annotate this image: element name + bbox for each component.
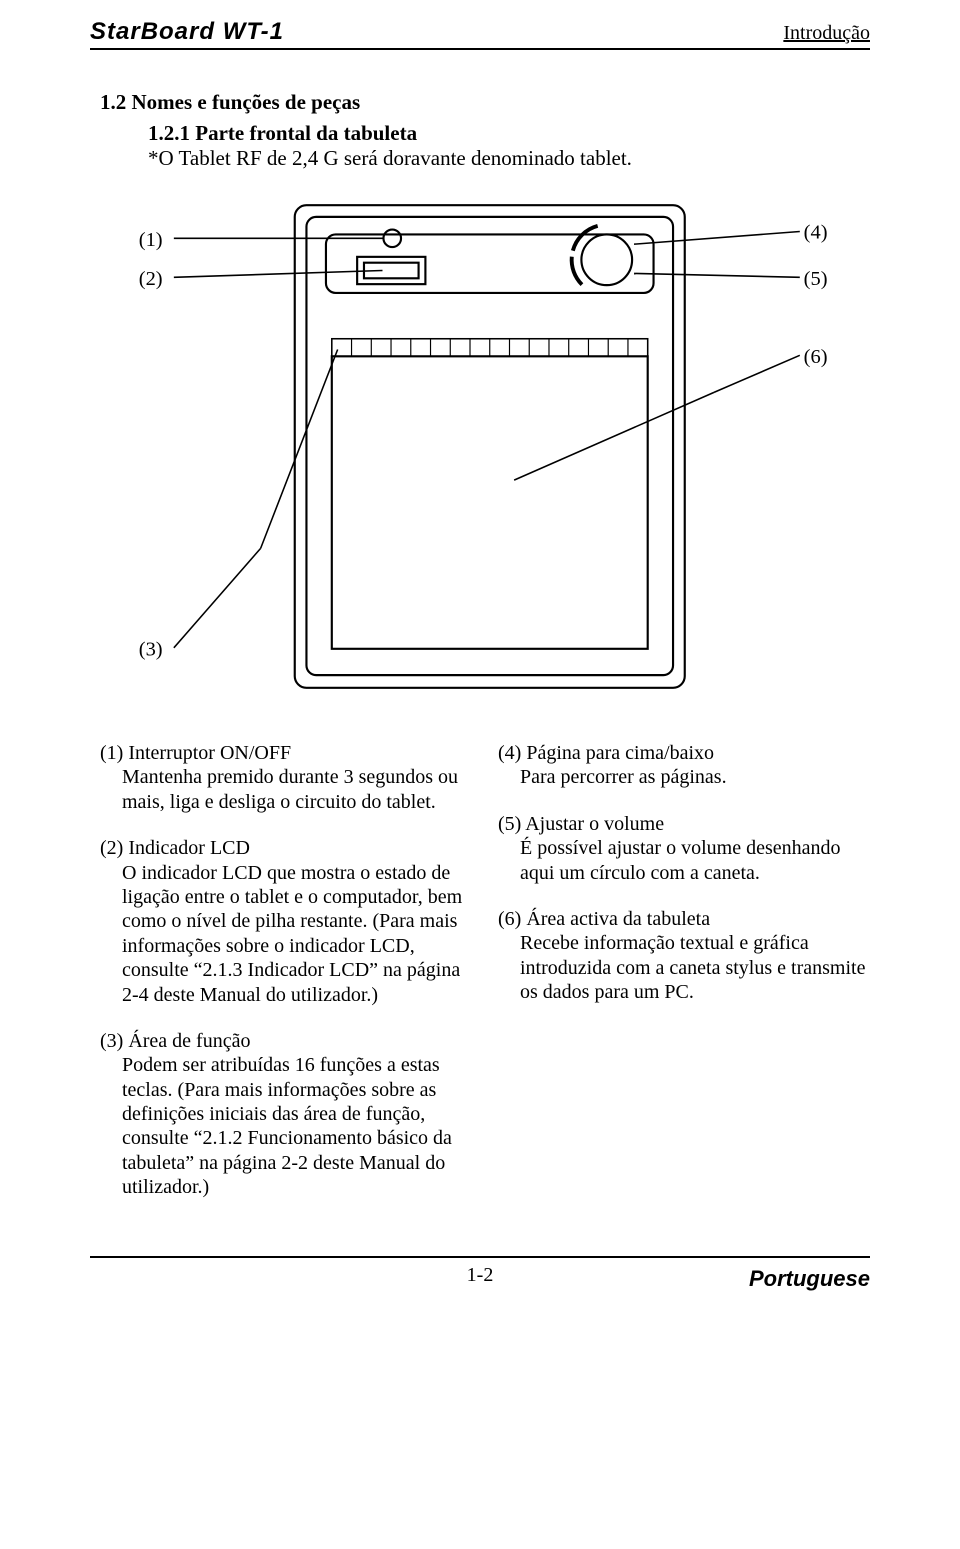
item-6-body: Recebe informação textual e gráfica intr… bbox=[520, 931, 870, 1004]
svg-text:(2): (2) bbox=[139, 268, 163, 290]
item-5: (5) Ajustar o volume É possível ajustar … bbox=[498, 812, 870, 885]
subsection-note: *O Tablet RF de 2,4 G será doravante den… bbox=[148, 146, 870, 171]
page: StarBoard WT-1 Introdução 1.2 Nomes e fu… bbox=[0, 0, 960, 1326]
item-3-body: Podem ser atribuídas 16 funções a estas … bbox=[122, 1053, 472, 1199]
item-4-body: Para percorrer as páginas. bbox=[520, 765, 870, 789]
svg-text:(3): (3) bbox=[139, 639, 163, 661]
item-5-body: É possível ajustar o volume desenhando a… bbox=[520, 836, 870, 885]
subsection: 1.2.1 Parte frontal da tabuleta *O Table… bbox=[148, 121, 870, 171]
item-1: (1) Interruptor ON/OFF Mantenha premido … bbox=[100, 741, 472, 814]
right-column: (4) Página para cima/baixo Para percorre… bbox=[498, 741, 870, 1222]
item-2-lead: (2) Indicador LCD bbox=[100, 836, 472, 860]
section-title: 1.2 Nomes e funções de peças bbox=[100, 90, 870, 115]
footer: 1-2 Portuguese bbox=[90, 1256, 870, 1296]
item-1-body: Mantenha premido durante 3 segundos ou m… bbox=[122, 765, 472, 814]
diagram: (1) (2) (3) (4) (5) (6) bbox=[90, 181, 870, 711]
tablet-diagram: (1) (2) (3) (4) (5) (6) bbox=[90, 181, 870, 711]
item-4-lead: (4) Página para cima/baixo bbox=[498, 741, 870, 765]
footer-language: Portuguese bbox=[749, 1266, 870, 1292]
item-2: (2) Indicador LCD O indicador LCD que mo… bbox=[100, 836, 472, 1007]
item-6-lead: (6) Área activa da tabuleta bbox=[498, 907, 870, 931]
description-columns: (1) Interruptor ON/OFF Mantenha premido … bbox=[100, 741, 870, 1222]
svg-text:(1): (1) bbox=[139, 229, 163, 251]
header-right: Introdução bbox=[783, 22, 870, 45]
item-5-lead: (5) Ajustar o volume bbox=[498, 812, 870, 836]
item-3: (3) Área de função Podem ser atribuídas … bbox=[100, 1029, 472, 1200]
item-3-lead: (3) Área de função bbox=[100, 1029, 472, 1053]
header: StarBoard WT-1 Introdução bbox=[90, 18, 870, 50]
svg-text:(5): (5) bbox=[804, 268, 828, 290]
item-6: (6) Área activa da tabuleta Recebe infor… bbox=[498, 907, 870, 1005]
item-2-body: O indicador LCD que mostra o estado de l… bbox=[122, 861, 472, 1007]
item-4: (4) Página para cima/baixo Para percorre… bbox=[498, 741, 870, 790]
header-left: StarBoard WT-1 bbox=[90, 18, 284, 46]
svg-text:(6): (6) bbox=[804, 346, 828, 368]
left-column: (1) Interruptor ON/OFF Mantenha premido … bbox=[100, 741, 472, 1222]
item-1-lead: (1) Interruptor ON/OFF bbox=[100, 741, 472, 765]
subsection-title: 1.2.1 Parte frontal da tabuleta bbox=[148, 121, 870, 146]
svg-text:(4): (4) bbox=[804, 221, 828, 243]
